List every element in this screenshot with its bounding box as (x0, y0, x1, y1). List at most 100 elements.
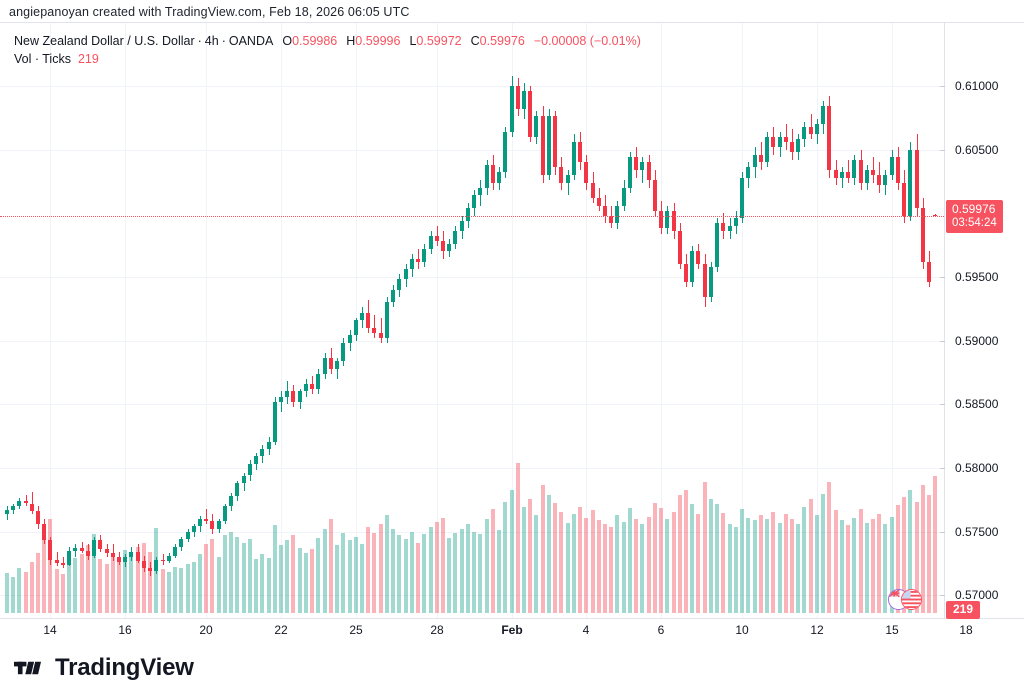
volume-bar (840, 520, 844, 613)
volume-bar (80, 554, 84, 613)
volume-bar (715, 504, 719, 613)
time-axis-label: 14 (43, 623, 57, 637)
volume-bar (466, 524, 470, 613)
volume-value-badge[interactable]: 219 (946, 601, 981, 619)
candle-body (198, 518, 202, 527)
candle-body (846, 172, 850, 178)
candle-body (447, 243, 451, 252)
time-axis-label: 12 (810, 623, 824, 637)
candle-body (640, 162, 644, 170)
candle-body (653, 180, 657, 211)
volume-bar (422, 534, 426, 613)
volume-bar (416, 543, 420, 613)
volume-bar (790, 519, 794, 613)
volume-bar (360, 544, 364, 613)
candle-body (647, 162, 651, 181)
candle-body (11, 506, 15, 510)
symbol-flags-badge[interactable] (888, 589, 922, 611)
candle-wick (873, 157, 874, 183)
candle-body (304, 383, 308, 392)
candle-body (547, 116, 551, 176)
gridline-horizontal (0, 532, 944, 533)
gridline-vertical (512, 23, 513, 618)
price-axis-tick (940, 86, 945, 87)
time-scale[interactable]: 14 16 20 22 25 28 Feb 4 6 10 12 15 18 (0, 618, 1024, 641)
gridline-horizontal (0, 277, 944, 278)
candle-body (279, 396, 283, 402)
candle-body (597, 197, 601, 206)
candle-body (834, 169, 838, 178)
gridline-vertical (742, 23, 743, 618)
candle-body (516, 85, 520, 109)
candle-body (48, 540, 52, 560)
candle-body (235, 483, 239, 496)
volume-bar (559, 512, 563, 613)
candle-wick (437, 225, 438, 247)
candle-wick (337, 358, 338, 379)
price-scale[interactable]: 0.61000 0.60500 0.59500 0.59000 0.58500 0.580… (940, 23, 1024, 619)
candle-body (852, 159, 856, 178)
candle-wick (374, 315, 375, 338)
current-price-tag[interactable]: 0.59976 03:54:24 (946, 200, 1003, 233)
volume-bar (846, 525, 850, 613)
volume-bar (728, 524, 732, 613)
volume-bar (24, 572, 28, 613)
volume-bar (98, 559, 102, 613)
candle-body (877, 175, 881, 186)
candle-body (734, 218, 738, 226)
price-axis-label: 0.61000 (955, 79, 999, 93)
candle-body (441, 241, 445, 252)
volume-bar (541, 485, 545, 613)
time-axis-label: 16 (118, 623, 132, 637)
candle-body (709, 266, 713, 298)
candle-body (584, 162, 588, 183)
tradingview-logo: TradingView (14, 654, 194, 682)
candle-body (17, 500, 21, 507)
candle-body (379, 332, 383, 338)
candle-body (142, 560, 146, 569)
volume-bar (186, 564, 190, 613)
candle-body (684, 264, 688, 282)
volume-bar (721, 513, 725, 613)
volume-bar (572, 514, 576, 613)
plot-area[interactable] (0, 23, 944, 618)
volume-bar (615, 515, 619, 613)
candle-body (217, 521, 221, 529)
gridline-vertical (892, 23, 893, 618)
volume-bar (329, 519, 333, 613)
candle-body (746, 167, 750, 178)
price-axis-label: 0.58500 (955, 397, 999, 411)
volume-bar (254, 559, 258, 613)
candle-body (603, 205, 607, 216)
time-axis-label: Feb (501, 623, 523, 637)
candle-body (154, 559, 158, 571)
candle-body (728, 225, 732, 232)
candle-body (815, 124, 819, 135)
volume-bar (746, 518, 750, 613)
gridline-horizontal (0, 468, 944, 469)
volume-bar (659, 508, 663, 613)
candle-body (466, 208, 470, 221)
candle-body (690, 251, 694, 282)
candle-body (354, 320, 358, 336)
volume-bar (821, 494, 825, 613)
volume-bar (834, 510, 838, 613)
gridline-vertical (817, 23, 818, 618)
candle-wick (206, 508, 207, 524)
candle-body (111, 553, 115, 557)
volume-bar (472, 532, 476, 613)
volume-bar (36, 553, 40, 613)
volume-bar (665, 519, 669, 613)
gridline-vertical (281, 23, 282, 618)
volume-bar (740, 509, 744, 613)
candle-wick (848, 159, 849, 183)
volume-bar (304, 553, 308, 613)
volume-bar (815, 515, 819, 613)
candle-body (460, 220, 464, 232)
volume-bar (603, 524, 607, 613)
time-axis-label: 6 (657, 623, 665, 637)
candle-wick (418, 248, 419, 270)
volume-bar (765, 519, 769, 613)
volume-bar (883, 524, 887, 613)
candle-body (391, 289, 395, 303)
